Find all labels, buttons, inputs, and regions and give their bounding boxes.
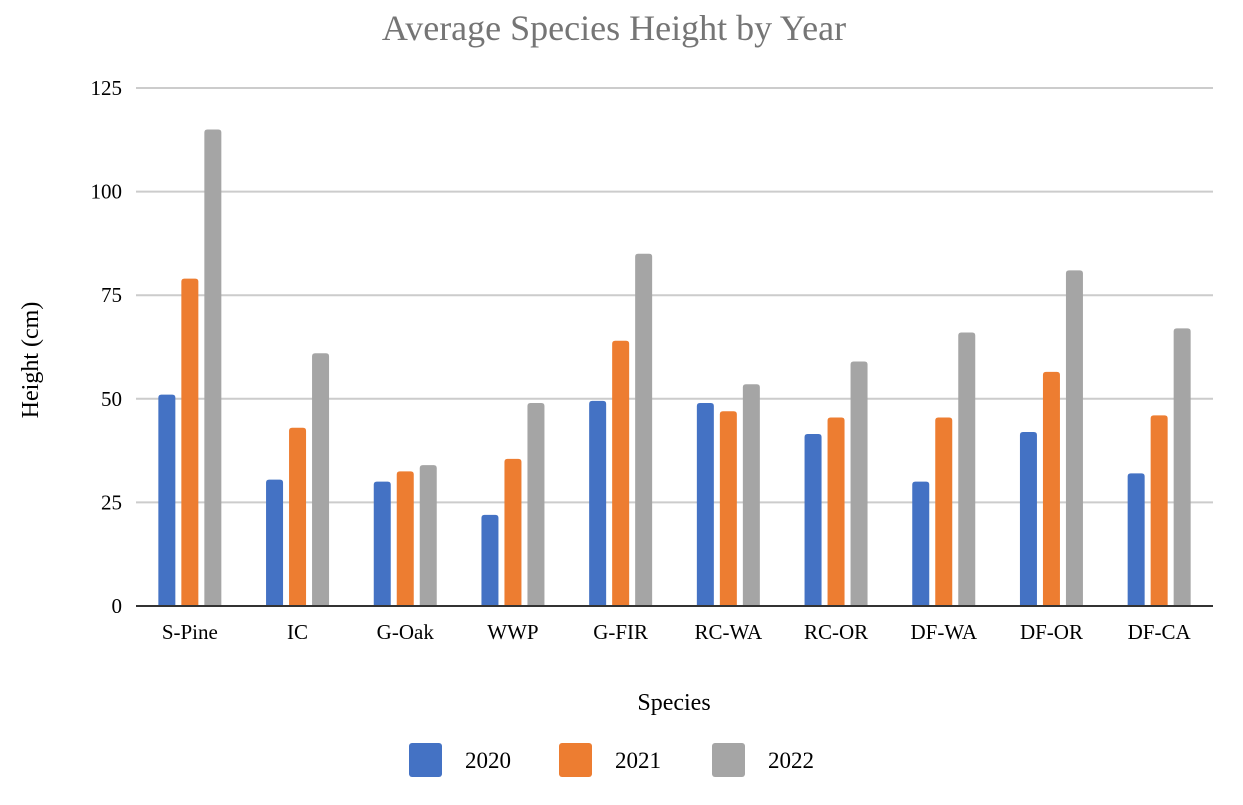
- bar-2022-G-Oak: [419, 465, 437, 606]
- x-axis-label: Species: [637, 690, 710, 716]
- y-tick-label: 50: [101, 387, 122, 411]
- bar-2021-RC-WA: [719, 411, 737, 606]
- bar-2020-RC-OR: [804, 434, 822, 606]
- bar-2020-DF-CA: [1127, 473, 1145, 606]
- bar-2020-S-Pine: [158, 394, 176, 606]
- legend-swatch-2021: [559, 743, 592, 777]
- y-tick-label: 100: [91, 180, 123, 204]
- bar-2022-RC-OR: [850, 361, 868, 606]
- bar-2020-DF-WA: [912, 481, 930, 606]
- bar-2021-S-Pine: [181, 278, 199, 606]
- x-tick-label: RC-WA: [695, 620, 764, 644]
- legend-label: 2022: [768, 748, 814, 773]
- y-tick-label: 25: [101, 490, 122, 514]
- bar-2022-DF-WA: [958, 332, 976, 606]
- bar-2022-IC: [312, 353, 330, 606]
- legend-swatch-2022: [712, 743, 745, 777]
- x-tick-label: IC: [287, 620, 308, 644]
- y-axis-label: Height (cm): [18, 302, 44, 419]
- x-tick-label: G-Oak: [377, 620, 435, 644]
- y-axis-ticks: 0 25 50 75 100 125: [91, 76, 123, 618]
- bar-2021-DF-WA: [935, 417, 953, 606]
- bar-2021-G-FIR: [612, 340, 630, 606]
- bar-2020-RC-WA: [696, 402, 714, 606]
- y-tick-label: 125: [91, 76, 123, 100]
- bar-2021-WWP: [504, 458, 522, 606]
- x-tick-label: RC-OR: [804, 620, 868, 644]
- legend: 2020 2021 2022: [409, 743, 814, 777]
- bar-2022-DF-OR: [1065, 270, 1083, 606]
- bar-2022-G-FIR: [635, 253, 653, 606]
- x-tick-label: DF-OR: [1020, 620, 1083, 644]
- bar-2020-DF-OR: [1019, 431, 1037, 606]
- bars: [136, 129, 1213, 607]
- bar-2021-RC-OR: [827, 417, 845, 606]
- bar-2020-IC: [266, 479, 284, 606]
- bar-2022-WWP: [527, 402, 545, 606]
- bar-2022-S-Pine: [204, 129, 222, 606]
- x-tick-label: WWP: [487, 620, 538, 644]
- legend-label: 2020: [465, 748, 511, 773]
- bar-2021-IC: [289, 427, 307, 606]
- x-axis-ticks: S-Pine IC G-Oak WWP G-FIR RC-WA RC-OR DF-WA DF-O…: [162, 620, 1192, 644]
- bar-2021-DF-CA: [1150, 415, 1168, 606]
- legend-label: 2021: [615, 748, 661, 773]
- bar-2021-G-Oak: [396, 471, 414, 606]
- y-tick-label: 75: [101, 283, 122, 307]
- bar-2020-G-Oak: [373, 481, 391, 606]
- bar-2020-WWP: [481, 514, 499, 606]
- x-tick-label: G-FIR: [593, 620, 648, 644]
- x-tick-label: DF-WA: [911, 620, 978, 644]
- chart-title: Average Species Height by Year: [382, 8, 846, 48]
- bar-2022-RC-WA: [742, 384, 760, 606]
- bar-2022-DF-CA: [1173, 328, 1191, 606]
- x-tick-label: DF-CA: [1128, 620, 1192, 644]
- x-tick-label: S-Pine: [162, 620, 218, 644]
- bar-2021-DF-OR: [1042, 371, 1060, 606]
- y-tick-label: 0: [112, 594, 123, 618]
- bar-2020-G-FIR: [589, 400, 607, 606]
- legend-swatch-2020: [409, 743, 442, 777]
